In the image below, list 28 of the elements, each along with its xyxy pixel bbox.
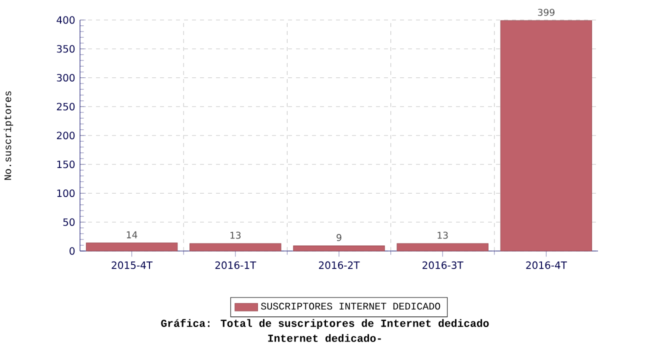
x-tick-label: 2016-3T <box>422 261 464 269</box>
data-label: 9 <box>336 234 342 242</box>
y-axis-title: No.suscriptores <box>4 91 14 180</box>
x-tick-label: 2015-4T <box>112 261 153 269</box>
data-label: 14 <box>126 231 138 238</box>
x-tick-label: 2016-2T <box>318 261 360 269</box>
y-tick-label: 0 <box>70 247 75 255</box>
bar <box>396 243 488 252</box>
x-tick-label: 2016-4T <box>526 261 567 269</box>
y-tick-label: 250 <box>56 102 75 110</box>
bar <box>293 246 385 252</box>
y-tick-label: 300 <box>56 74 75 82</box>
text: Internet dedicado- <box>268 334 381 342</box>
y-tick-label: 350 <box>56 45 75 53</box>
y-tick-label: 200 <box>56 132 75 140</box>
y-tick-label: 400 <box>56 16 75 24</box>
legend-label: SUSCRIPTORES INTERNET DEDICADO <box>261 302 440 310</box>
data-label: 399 <box>538 8 554 16</box>
x-tick-label: 2016-1T <box>215 261 256 269</box>
bar <box>190 243 282 252</box>
bar <box>500 20 592 252</box>
y-tick-label: 50 <box>63 218 75 226</box>
data-label: 13 <box>438 232 448 239</box>
data-label: 13 <box>230 232 241 239</box>
y-tick-label: 150 <box>57 160 75 168</box>
y-tick-label: 100 <box>57 189 75 198</box>
bar <box>86 242 178 252</box>
text: Gráfica: Total de suscriptores de Internet dedicado <box>161 318 489 330</box>
